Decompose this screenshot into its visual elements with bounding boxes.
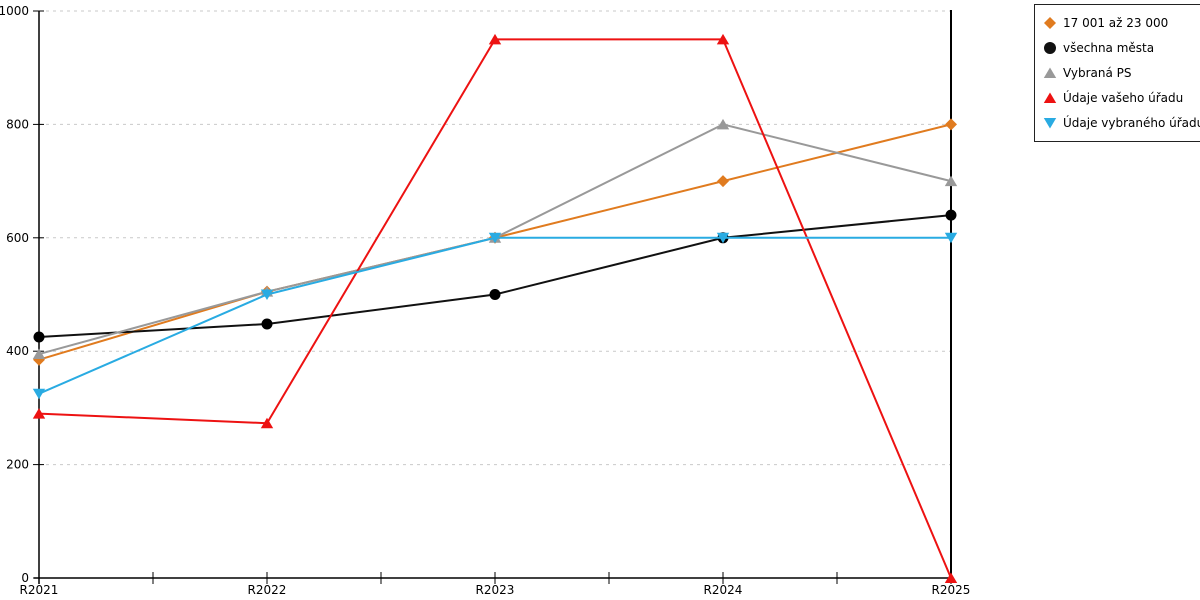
data-point-marker [32,348,46,360]
legend-item: 17 001 až 23 000 [1043,10,1200,35]
axis-labels: 0 200 400 600 800 1000 R2021 R2022 R2023 R2024 R20… [0,4,970,597]
data-point-marker [488,33,502,45]
legend-item-label: všechna města [1063,40,1155,55]
legend-triangle-up-icon [1043,67,1057,78]
series-3 [32,33,958,583]
legend-triangle-down-icon [1043,118,1057,129]
series-1 [33,209,957,343]
data-point-marker [945,118,957,131]
legend-item-label: Údaje vašeho úřadu [1063,91,1184,106]
legend-item: Údaje vybraného úřadu [1043,111,1200,136]
data-point-marker [944,232,958,244]
data-point-marker [945,209,957,221]
legend-item: Vybraná PS [1043,60,1200,85]
data-point-marker [717,175,729,188]
data-point-marker [716,232,730,244]
x-axis-label: R2023 [476,583,515,597]
axis-ticks [33,10,952,584]
y-axis-label: 1000 [0,4,29,18]
data-point-marker [488,232,502,244]
data-point-marker [261,318,273,330]
legend-diamond-icon [1044,16,1056,29]
data-point-marker [489,289,501,300]
data-point-marker [33,331,45,343]
legend-circle-icon [1044,41,1056,54]
legend: 17 001 až 23 000 všechna města Vybraná PS Ú… [1034,4,1200,142]
legend-item-label: 17 001 až 23 000 [1063,15,1169,30]
axes [34,10,952,584]
data-point-marker [716,33,730,45]
legend-item: Údaje vašeho úřadu [1043,86,1200,111]
data-point-marker [716,118,730,130]
series-line [38,38,952,579]
y-axis-label: 0 [21,571,29,585]
y-axis-label: 600 [6,231,29,245]
legend-triangle-up-icon [1043,92,1057,104]
series-4 [32,232,958,400]
x-axis-label: R2025 [932,583,971,597]
data-point-marker [944,175,958,187]
y-axis-label: 400 [6,344,29,358]
x-axis-label: R2021 [20,583,59,597]
data-point-marker [260,417,274,429]
data-point-marker [944,572,958,583]
legend-item: všechna města [1043,35,1200,60]
data-point-marker [32,388,46,400]
x-axis-label: R2024 [704,583,743,597]
data-point-marker [260,289,274,300]
x-axis-label: R2022 [248,583,287,597]
y-axis-label: 200 [6,458,29,472]
legend-item-label: Údaje vybraného úřadu [1063,116,1200,131]
legend-item-label: Vybraná PS [1063,65,1132,80]
data-point-marker [32,408,46,419]
y-axis-label: 800 [6,117,29,131]
